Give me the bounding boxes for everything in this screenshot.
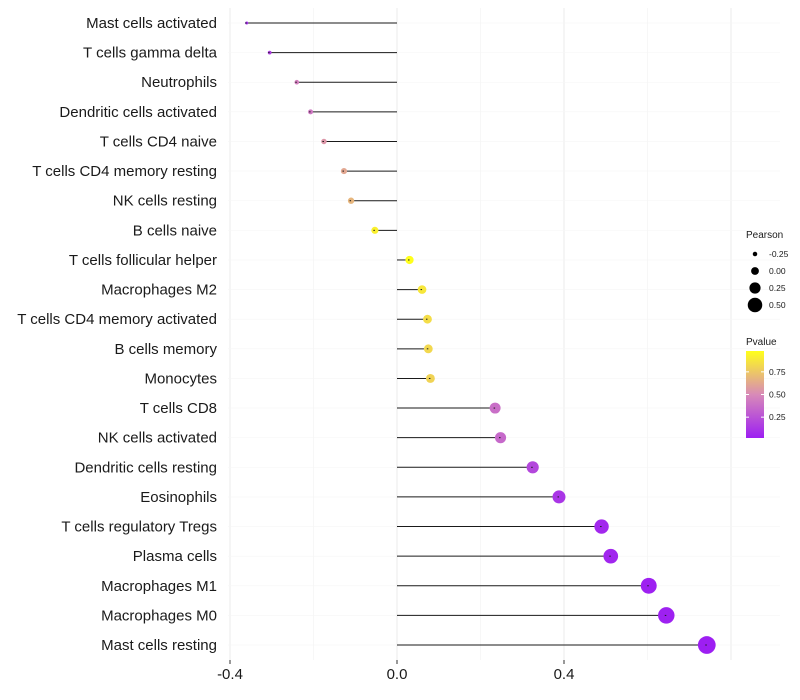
size-legend-dot [751,267,759,275]
category-label: Dendritic cells activated [59,104,217,121]
category-label: NK cells activated [98,430,217,447]
x-tick-label: -0.4 [217,666,243,683]
category-label: Mast cells resting [101,637,217,654]
category-label: Mast cells activated [86,15,217,32]
x-tick-label: 0.4 [554,666,575,683]
category-label: T cells CD4 naive [100,133,217,150]
category-label: T cells gamma delta [83,45,218,62]
color-legend: Pvalue 0.25 0.50 0.75 [746,337,786,438]
category-label: T cells regulatory Tregs [61,519,217,536]
size-legend-label: 0.00 [769,266,786,276]
category-label: Monocytes [144,370,217,387]
colorbar-label: 0.25 [769,412,786,422]
category-label: B cells naive [133,222,217,239]
colorbar-label: 0.75 [769,367,786,377]
category-label: T cells follicular helper [69,252,217,269]
category-label: Neutrophils [141,74,217,91]
category-label: Macrophages M1 [101,578,217,595]
category-labels: Mast cells activated T cells gamma delta N… [17,15,217,654]
lollipop-points [245,21,716,654]
lollipop-stems [246,22,707,646]
category-label: Dendritic cells resting [74,459,217,476]
size-legend: Pearson -0.25 0.00 0.25 0.50 [746,230,789,313]
size-legend-dot [747,297,763,313]
size-legend-dot [749,282,761,294]
colorbar-label: 0.50 [769,390,786,400]
category-label: Eosinophils [140,489,217,506]
category-label: Plasma cells [133,548,217,565]
category-label: T cells CD4 memory resting [32,163,217,180]
size-legend-title: Pearson [746,230,783,241]
size-legend-label: 0.50 [769,300,786,310]
size-legend-label: 0.25 [769,283,786,293]
x-tick-label: 0.0 [387,666,408,683]
pvalue-colorbar [746,351,764,438]
category-label: NK cells resting [113,193,217,210]
category-label: B cells memory [114,341,217,358]
category-label: Macrophages M2 [101,282,217,299]
size-legend-dot [752,251,758,257]
grid-lines [228,8,780,660]
category-label: T cells CD4 memory activated [17,311,217,328]
category-label: Macrophages M0 [101,607,217,624]
size-legend-label: -0.25 [769,249,789,259]
color-legend-title: Pvalue [746,337,777,348]
x-axis: -0.4 0.0 0.4 [217,660,574,683]
category-label: T cells CD8 [140,400,217,417]
